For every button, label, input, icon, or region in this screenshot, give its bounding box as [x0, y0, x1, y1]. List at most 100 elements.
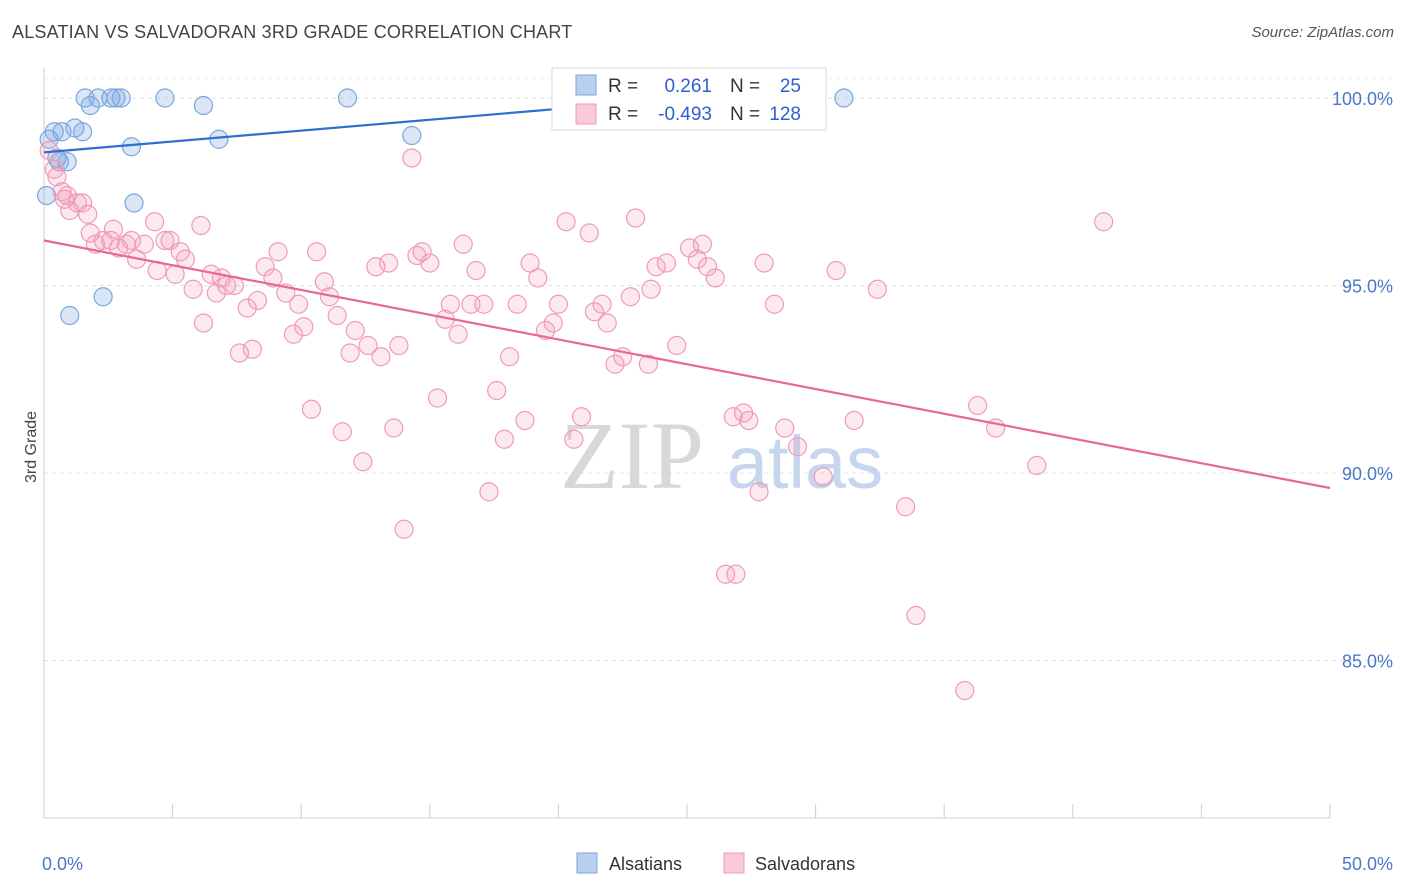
salvadoran-point-111	[715, 564, 736, 584]
alsatian-point-22	[834, 88, 854, 108]
salvadoran-point-62	[402, 148, 422, 168]
salvadoran-point-57	[371, 347, 391, 367]
salvadoran-point-118	[764, 294, 785, 314]
x-tick-label-1: 50.0%	[1342, 854, 1393, 874]
salvadoran-point-38	[247, 290, 268, 311]
legend-r-value-1: 0.261	[664, 76, 712, 97]
salvadoran-point-126	[906, 605, 926, 626]
salvadoran-point-86	[564, 429, 584, 449]
y-tick-labels: 85.0% 90.0% 95.0% 100.0%	[1332, 89, 1393, 672]
salvadoran-point-20	[144, 212, 165, 232]
salvadoran-point-58	[379, 253, 399, 273]
salvadoran-point-77	[499, 347, 520, 367]
x-tick-label-0: 0.0%	[42, 854, 83, 874]
chart-title: ALSATIAN VS SALVADORAN 3RD GRADE CORRELA…	[12, 22, 573, 42]
salvadoran-point-43	[283, 324, 304, 344]
alsatian-point-11	[106, 88, 126, 108]
salvadoran-point-52	[340, 343, 360, 363]
watermark-zip: ZIP	[560, 402, 704, 509]
alsatian-point-16	[193, 95, 214, 116]
salvadoran-point-100	[667, 335, 687, 356]
salvadoran-point-50	[327, 305, 347, 326]
salvadoran-point-29	[193, 313, 214, 333]
watermark: ZIP atlas	[560, 402, 883, 509]
salvadoran-point-116	[749, 482, 769, 502]
salvadoran-point-60	[389, 335, 409, 356]
salvadoran-point-81	[528, 268, 548, 288]
legend-r-value-2: -0.493	[658, 104, 712, 125]
x-tick-labels: 0.0% 50.0%	[42, 854, 1393, 874]
salvadoran-point-8	[72, 193, 93, 213]
salvadoran-point-82	[535, 320, 556, 341]
legend-n-value-2: 128	[769, 104, 801, 125]
salvadoran-point-121	[813, 467, 833, 487]
source-label: Source: ZipAtlas.com	[1251, 24, 1394, 41]
legend-n-label-2: N =	[730, 104, 760, 125]
salvadoran-point-87	[571, 407, 592, 427]
salvadoran-point-84	[548, 294, 569, 314]
legend-r-label-2: R =	[608, 104, 638, 125]
salvadoran-point-99	[656, 253, 677, 273]
salvadoran-point-64	[412, 242, 432, 262]
salvadoran-point-59	[384, 418, 404, 438]
y-tick-label-3: 100.0%	[1332, 89, 1393, 109]
salvadoran-point-105	[705, 268, 725, 288]
salvadoran-point-55	[358, 335, 378, 356]
salvadoran-point-98	[646, 257, 666, 277]
salvadoran-point-53	[345, 320, 365, 341]
salvadoran-point-73	[474, 294, 494, 314]
salvadoran-point-130	[1094, 212, 1114, 232]
salvadoran-point-65	[420, 253, 440, 273]
y-tick-label-2: 95.0%	[1342, 277, 1393, 297]
salvadoran-point-72	[466, 260, 486, 281]
salvadoran-point-101	[679, 238, 700, 258]
salvadoran-point-119	[775, 418, 795, 438]
alsatian-point-0	[36, 185, 57, 206]
salvadoran-point-74	[479, 482, 499, 502]
bottom-legend-label-alsatians: Alsatians	[609, 854, 682, 874]
salvadoran-point-91	[597, 313, 617, 333]
salvadoran-point-2	[47, 167, 67, 187]
legend-swatch-alsatians	[575, 74, 597, 96]
salvadoran-point-123	[844, 410, 864, 431]
salvadoran-point-9	[78, 204, 98, 224]
salvadoran-point-83	[543, 313, 563, 333]
salvadoran-point-14	[103, 219, 124, 239]
salvadoran-point-90	[592, 294, 612, 314]
salvadoran-point-113	[723, 407, 743, 427]
salvadoran-point-75	[487, 380, 507, 401]
salvadoran-point-76	[494, 429, 514, 449]
alsatian-point-19	[402, 125, 422, 146]
salvadoran-point-88	[579, 223, 599, 243]
salvadoran-point-37	[242, 339, 262, 359]
salvadoran-point-22	[155, 230, 175, 251]
salvadoran-point-3	[52, 182, 72, 202]
salvadoran-point-117	[754, 253, 774, 273]
salvadoran-point-94	[620, 287, 641, 307]
salvadoran-point-97	[641, 279, 661, 299]
salvadoran-point-46	[301, 399, 322, 419]
salvadoran-point-31	[206, 283, 226, 303]
salvadoran-point-5	[57, 185, 77, 206]
salvadoran-point-27	[183, 279, 203, 299]
salvadoran-point-1	[44, 159, 64, 179]
salvadoran-point-66	[427, 388, 448, 408]
salvadoran-point-78	[507, 294, 527, 314]
salvadoran-point-79	[515, 410, 535, 431]
bottom-legend-swatch-alsatians	[576, 852, 598, 874]
alsatian-point-6	[72, 122, 93, 142]
salvadoran-point-70	[453, 234, 473, 254]
salvadoran-point-47	[307, 242, 327, 262]
salvadoran-point-35	[229, 343, 250, 363]
salvadoran-point-68	[440, 294, 460, 314]
stats-legend: R = 0.261 N = 25 R = -0.493 N = 128	[551, 67, 827, 131]
bottom-legend-swatch-salvadorans	[723, 852, 745, 874]
axes	[43, 68, 1331, 819]
salvadoran-point-120	[787, 437, 808, 457]
salvadoran-point-17	[121, 230, 142, 251]
legend-n-label-1: N =	[730, 76, 760, 97]
salvadoran-point-36	[237, 298, 257, 318]
salvadoran-point-103	[692, 234, 713, 254]
salvadoran-trend-line	[43, 239, 1331, 490]
